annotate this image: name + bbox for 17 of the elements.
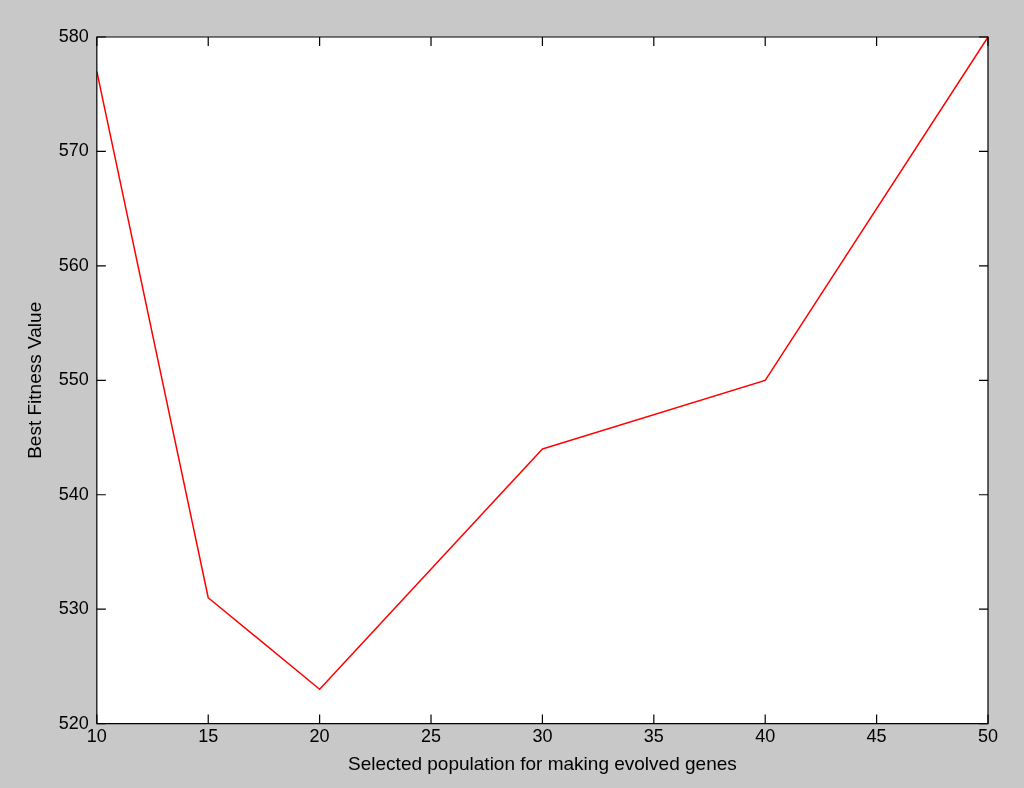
x-tick-label: 15 — [198, 726, 219, 747]
y-tick-label: 530 — [58, 598, 89, 619]
y-tick-label: 520 — [58, 712, 89, 733]
y-tick-label: 570 — [58, 140, 89, 161]
x-tick-label: 50 — [977, 726, 999, 747]
y-tick-label: 540 — [58, 483, 89, 504]
y-tick-label: 560 — [58, 254, 89, 275]
x-tick-label: 20 — [309, 726, 330, 747]
x-axis-title: Selected population for making evolved genes — [348, 752, 737, 774]
x-tick-label: 25 — [421, 726, 442, 747]
x-tick-label: 45 — [866, 726, 887, 747]
x-tick-label: 35 — [643, 726, 664, 747]
y-tick-label: 580 — [58, 25, 89, 46]
y-axis-title: Best Fitness Value — [23, 301, 45, 459]
x-tick-label: 40 — [755, 726, 776, 747]
y-tick-label: 550 — [58, 369, 89, 390]
x-tick-label: 30 — [532, 726, 553, 747]
